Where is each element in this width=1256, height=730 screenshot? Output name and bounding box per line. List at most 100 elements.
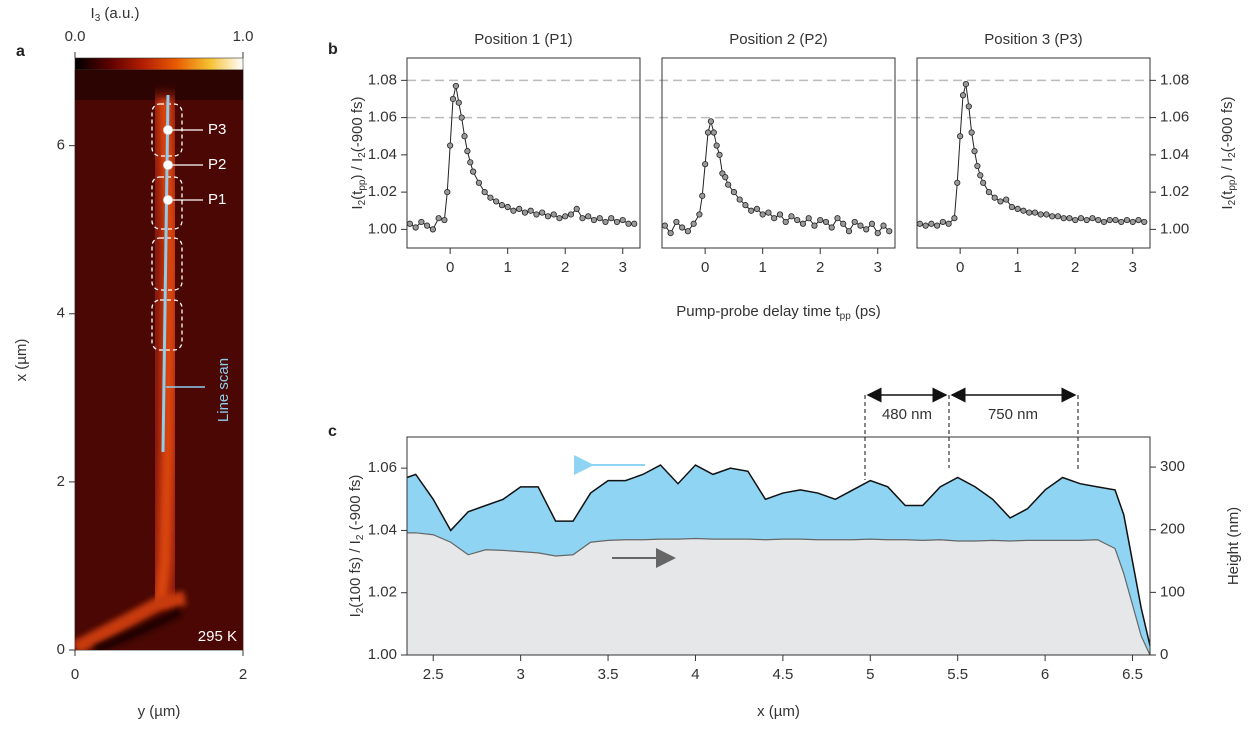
data-point [424,222,431,229]
data-point [527,207,534,214]
data-point [1083,216,1090,224]
data-point [710,129,717,136]
data-point [449,95,457,103]
subplot-title: Position 1 (P1) [474,31,572,48]
data-point [980,179,987,186]
x-tick-label: 2 [239,666,247,683]
data-point [464,148,471,155]
data-point [702,161,709,168]
data-point [613,218,621,226]
area-fill [407,532,1150,655]
line-scan-label: Line scan [215,358,232,422]
subscript: 3 [95,13,101,24]
x-tick-label: 2.5 [423,666,444,683]
x-tick-label: 6 [1041,666,1049,683]
data-point [579,215,586,222]
data-point [985,189,993,196]
panel-label: b [328,41,338,58]
y2-tick-label: 300 [1160,458,1185,475]
marker-label: P2 [208,156,226,173]
heatmap [75,70,243,650]
data-point [971,148,978,155]
data-point [412,224,419,231]
x-tick-label: 0 [701,259,709,276]
subscript: pp [357,179,368,191]
area-line [406,464,1151,646]
text-part: (t [349,190,366,200]
y-tick-label: 1.04 [368,521,397,538]
data-point [667,229,674,237]
x-tick-label: 3 [516,666,524,683]
x-axis-label: Pump-probe delay time tpp (ps) [676,303,881,322]
data-point [916,220,923,227]
x-tick-label: 3.5 [598,666,619,683]
panel-label: a [16,43,25,60]
y-tick-label: 1.02 [368,183,397,200]
marker-points [163,125,173,205]
data-point [441,216,448,224]
data-point [1020,207,1027,214]
data-point [748,207,755,214]
data-point [596,215,603,222]
subscript: 2 [355,607,366,613]
data-point [562,213,569,220]
data-point [968,129,975,136]
y-tick-label: 1.04 [368,146,397,163]
data-point [771,215,778,222]
subscript: pp [840,311,852,322]
data-point [863,226,870,233]
data-point [1141,218,1148,226]
data-point [673,218,680,226]
y-axis-label-right: I2(tpp) / I2(-900 fs) [1219,96,1238,209]
data-point [977,172,984,179]
data-point [707,118,715,125]
colorbar [74,57,244,71]
data-point [590,216,598,224]
y-tick-label: 6 [57,137,65,154]
data-point [487,194,494,201]
data-point [435,215,442,222]
data-point [957,133,964,140]
dimension-label: 750 nm [988,406,1038,423]
data-point [619,216,626,224]
data-point [857,222,864,229]
marker-label: P1 [208,191,226,208]
y-tick-label: 1.02 [368,584,397,601]
data-point [539,209,546,216]
data-point [954,179,961,186]
y2-tick-label: 0 [1160,646,1168,663]
y-tick-label: 1.04 [1160,146,1189,163]
subscript: 2 [1227,199,1238,205]
data-point [991,194,998,201]
data-point [461,133,468,140]
data-point [608,215,615,222]
data-point [1066,215,1073,222]
y-tick-label: 4 [57,305,65,322]
subscript: 2 [1227,152,1238,158]
data-point [945,220,952,227]
y-tick-label: 1.00 [368,220,397,237]
data-point [696,211,703,218]
data-point [1054,213,1062,220]
y-tick-label: 1.02 [1160,183,1189,200]
panel-label: c [328,423,337,440]
subplot-title: Position 2 (P2) [729,31,827,48]
data-point [533,211,540,218]
data-point [880,222,887,229]
data-point [1089,215,1096,222]
data-point [1118,218,1125,226]
data-point [631,220,638,227]
data-point [934,222,941,229]
text-part: I [349,205,366,209]
text-part: (a.u.) [100,5,139,22]
data-point [498,202,506,209]
data-point [1135,216,1142,224]
data-point [504,203,511,211]
x-tick-label: 1 [504,259,512,276]
data-point [962,80,970,88]
y-tick-label: 0 [57,641,65,658]
data-point [713,142,720,149]
area-line [407,532,1151,656]
text-part: ) / I [349,158,366,180]
